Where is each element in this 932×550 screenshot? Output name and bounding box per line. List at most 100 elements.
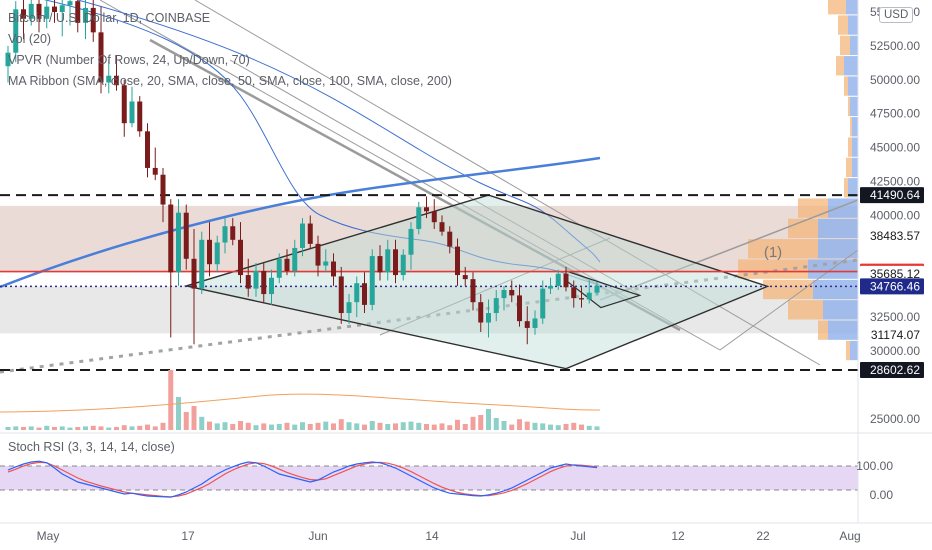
candle[interactable] [586,280,592,304]
price-label-plain[interactable]: 35685.12 [860,265,924,282]
candle[interactable] [222,218,228,254]
candle[interactable] [5,45,11,83]
candle[interactable] [540,280,546,324]
candle[interactable] [579,287,584,308]
candle[interactable] [447,226,453,254]
candle[interactable] [338,266,344,324]
candle[interactable] [439,215,445,236]
candle[interactable] [52,0,57,23]
legend-indicator-vpvr[interactable]: VPVR (Number Of Rows, 24, Up/Down, 70) [8,53,250,67]
candle[interactable] [90,0,96,42]
diamond-pattern[interactable] [183,194,770,370]
candle[interactable] [524,306,530,345]
candle[interactable] [501,285,507,311]
candle[interactable] [152,147,158,181]
time-axis[interactable]: May 17 Jun 14 Jul 12 22 Aug [37,529,861,543]
candle[interactable] [455,238,460,286]
candle[interactable] [300,218,305,257]
candle[interactable] [393,239,398,284]
candle[interactable] [261,262,267,304]
candle[interactable] [269,269,274,305]
candle[interactable] [59,0,65,37]
candle[interactable] [517,284,522,327]
candle[interactable] [199,231,205,295]
candle[interactable] [284,249,290,276]
candle[interactable] [478,294,484,333]
candle[interactable] [98,6,104,94]
candle[interactable] [307,215,313,250]
currency-button[interactable]: USD [879,7,914,23]
trendline-thick[interactable] [149,38,681,332]
candle[interactable] [245,258,251,297]
candle[interactable] [362,272,367,314]
candle[interactable] [253,262,259,297]
candle[interactable] [571,280,577,308]
candle[interactable] [416,201,422,235]
candle[interactable] [114,55,119,91]
trendline-1[interactable] [194,0,821,366]
candle[interactable] [160,167,166,223]
candle[interactable] [106,59,112,94]
candle[interactable] [183,204,189,270]
price-label-dark[interactable]: 28602.62 [860,361,924,378]
candle[interactable] [145,123,150,178]
candle[interactable] [354,276,360,318]
candle[interactable] [431,199,437,229]
candle[interactable] [13,1,19,63]
candle[interactable] [331,253,336,286]
candle[interactable] [83,0,88,40]
candle[interactable] [36,0,42,33]
plot-area[interactable]: (1) [0,0,860,430]
candle[interactable] [67,0,73,26]
price-label-dark[interactable]: 41490.64 [860,187,924,204]
legend-symbol[interactable]: Bitcoin / U.S. Dollar, 1D, COINBASE [8,11,211,25]
candle[interactable] [493,289,499,322]
price-label-plain[interactable]: 31174.07 [860,327,924,344]
dotted-support-line[interactable] [0,258,858,374]
candle[interactable] [121,79,127,137]
candle[interactable] [315,235,321,277]
price-label-blue[interactable]: 34766.46 [860,278,924,295]
legend-stoch-rsi[interactable]: Stoch RSI (3, 3, 14, 14, close) [8,440,175,454]
candle[interactable] [509,280,515,303]
candle[interactable] [230,218,236,246]
trendline-2[interactable] [229,59,641,296]
candle[interactable] [369,249,375,311]
candle[interactable] [555,269,561,290]
candle[interactable] [594,281,600,296]
candle[interactable] [207,222,212,277]
candle[interactable] [137,96,143,137]
candle[interactable] [408,222,414,270]
candle[interactable] [400,249,406,281]
candle[interactable] [292,239,298,277]
candle[interactable] [44,0,50,29]
candle[interactable] [21,0,26,40]
candle[interactable] [346,294,352,324]
candle[interactable] [462,266,468,286]
candle[interactable] [377,245,383,281]
candle[interactable] [214,235,220,273]
legend-indicator-ma-ribbon[interactable]: MA Ribbon (SMA, close, 20, SMA, close, 5… [8,74,452,88]
candle[interactable] [168,199,174,338]
candle[interactable] [470,272,476,311]
candle[interactable] [323,249,329,273]
candle[interactable] [75,0,81,33]
candle[interactable] [276,253,282,284]
candle[interactable] [424,196,429,219]
candle[interactable] [129,86,135,128]
price-label-plain[interactable]: 38483.57 [860,227,924,244]
candle[interactable] [563,266,569,292]
trendline-up[interactable] [599,199,858,301]
legend-indicator-volume[interactable]: Vol (20) [8,32,52,46]
candle[interactable] [28,0,34,26]
candle[interactable] [486,299,491,338]
candle[interactable] [532,310,538,335]
candle[interactable] [385,239,391,281]
candle[interactable] [238,222,243,284]
candle[interactable] [191,228,197,345]
candle[interactable] [176,199,181,286]
trendline-3[interactable] [719,249,858,351]
candle[interactable] [548,277,553,295]
